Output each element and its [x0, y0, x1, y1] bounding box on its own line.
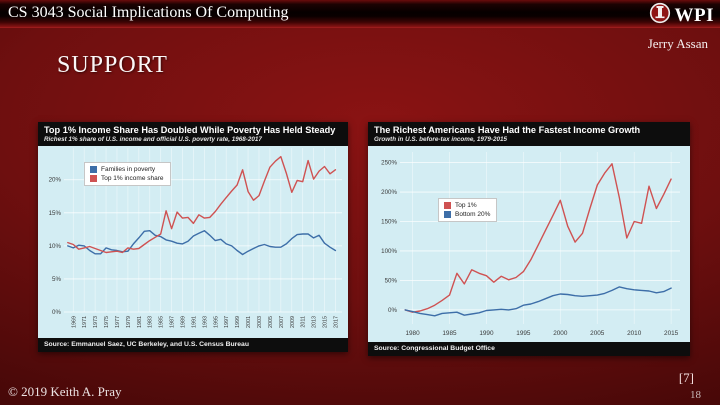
author-name: Jerry Assan: [647, 36, 708, 51]
legend-label: Top 1% income share: [101, 174, 164, 182]
svg-text:2015: 2015: [323, 316, 329, 328]
svg-text:1995: 1995: [213, 316, 219, 328]
svg-text:1977: 1977: [115, 316, 121, 328]
chart-header: Top 1% Income Share Has Doubled While Po…: [38, 122, 348, 146]
page-number: 18: [690, 389, 701, 401]
chart-legend: Top 1% Bottom 20%: [438, 197, 498, 222]
svg-text:2005: 2005: [268, 316, 274, 328]
chart-source: Source: Emmanuel Saez, UC Berkeley, and …: [38, 337, 348, 353]
svg-text:50%: 50%: [385, 277, 398, 284]
svg-text:1983: 1983: [148, 316, 154, 328]
wpi-logo-text: WPI: [674, 4, 714, 26]
legend-item-top1-income-share: Top 1% income share: [90, 174, 164, 182]
wpi-logo: WPI: [649, 2, 715, 29]
legend-swatch-blue: [90, 165, 97, 173]
legend-label: Top 1%: [455, 201, 477, 209]
svg-text:2013: 2013: [312, 316, 318, 328]
svg-text:1995: 1995: [516, 330, 531, 337]
svg-text:2009: 2009: [290, 316, 296, 328]
svg-text:1985: 1985: [442, 330, 457, 337]
chart-plot-area: Families in poverty Top 1% income share …: [38, 145, 348, 338]
legend-label: Bottom 20%: [455, 210, 491, 218]
svg-text:250%: 250%: [381, 159, 397, 166]
svg-text:200%: 200%: [381, 189, 397, 196]
chart-subtitle: Richest 1% share of U.S. income and offi…: [44, 136, 262, 144]
chart-header: The Richest Americans Have Had the Faste…: [368, 122, 690, 146]
svg-text:150%: 150%: [381, 218, 397, 225]
chart-title: The Richest Americans Have Had the Faste…: [374, 125, 641, 135]
svg-text:1987: 1987: [170, 316, 176, 328]
legend-item-top1: Top 1%: [444, 201, 490, 209]
svg-text:2007: 2007: [279, 316, 285, 328]
copyright-text: © 2019 Keith A. Pray: [8, 384, 122, 399]
legend-swatch-blue: [444, 210, 451, 218]
chart-source: Source: Congressional Budget Office: [368, 341, 690, 357]
svg-text:1981: 1981: [137, 316, 143, 328]
svg-text:2017: 2017: [333, 316, 339, 328]
header-bar: CS 3043 Social Implications Of Computing…: [0, 0, 720, 28]
legend-swatch-red: [90, 174, 97, 182]
svg-text:1985: 1985: [159, 316, 165, 328]
svg-text:2005: 2005: [590, 330, 605, 337]
svg-text:2000: 2000: [553, 330, 568, 337]
svg-text:5%: 5%: [52, 276, 61, 283]
legend-item-bottom20: Bottom 20%: [444, 210, 491, 218]
chart-panel-income-growth: The Richest Americans Have Had the Faste…: [368, 122, 690, 357]
svg-text:2015: 2015: [664, 330, 679, 337]
svg-text:1973: 1973: [93, 316, 99, 328]
svg-text:1979: 1979: [126, 316, 132, 328]
svg-text:2011: 2011: [301, 316, 307, 328]
course-title: CS 3043 Social Implications Of Computing: [8, 4, 289, 21]
svg-text:1989: 1989: [181, 316, 187, 328]
svg-text:0%: 0%: [52, 309, 61, 316]
svg-text:2010: 2010: [627, 330, 642, 337]
svg-text:0%: 0%: [388, 307, 397, 314]
legend-swatch-red: [444, 201, 451, 209]
svg-text:1980: 1980: [405, 330, 420, 337]
legend-item-families-in-poverty: Families in poverty: [90, 165, 164, 173]
svg-text:1990: 1990: [479, 330, 494, 337]
svg-text:1999: 1999: [235, 316, 241, 328]
svg-text:1975: 1975: [104, 316, 110, 328]
svg-text:2001: 2001: [246, 316, 252, 328]
svg-text:1969: 1969: [71, 316, 77, 328]
chart-panel-income-share-vs-poverty: Top 1% Income Share Has Doubled While Po…: [38, 122, 348, 353]
wpi-seal-icon: [649, 2, 671, 29]
chart-title: Top 1% Income Share Has Doubled While Po…: [44, 125, 336, 135]
legend-label: Families in poverty: [101, 165, 156, 173]
svg-text:1993: 1993: [202, 316, 208, 328]
chart-legend: Families in poverty Top 1% income share: [84, 161, 171, 186]
svg-text:1991: 1991: [191, 316, 197, 328]
svg-text:1997: 1997: [224, 316, 230, 328]
chart-plot-area: Top 1% Bottom 20% 0% 50% 100% 150% 200% 250% 1…: [368, 145, 690, 342]
svg-text:20%: 20%: [49, 177, 62, 184]
chart-subtitle: Growth in U.S. before-tax income, 1979-2…: [374, 136, 507, 144]
svg-text:1971: 1971: [82, 316, 88, 328]
svg-text:100%: 100%: [381, 248, 397, 255]
svg-text:2003: 2003: [257, 316, 263, 328]
svg-text:15%: 15%: [49, 210, 62, 217]
svg-text:10%: 10%: [49, 243, 62, 250]
slide-title: SUPPORT: [57, 52, 168, 78]
reference-number: [7]: [678, 370, 694, 385]
